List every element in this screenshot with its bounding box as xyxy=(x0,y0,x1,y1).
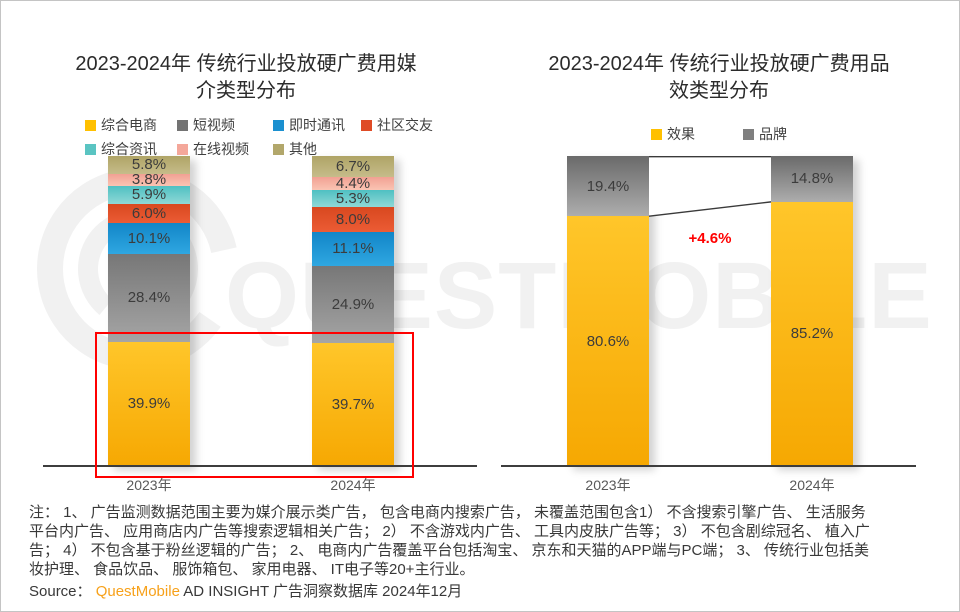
segment-value-label: 10.1% xyxy=(127,229,171,247)
source-line: Source： QuestMobile AD INSIGHT 广告洞察数据库 2… xyxy=(29,580,462,601)
legend-item-综合资讯: 综合资讯 xyxy=(85,139,177,159)
stacked-bar-2024年: 14.8% 85.2% xyxy=(771,156,853,466)
segment-其他: 6.7% xyxy=(312,156,394,177)
segment-效果: 85.2% xyxy=(771,201,853,466)
legend-item-短视频: 短视频 xyxy=(177,115,273,135)
segment-品牌: 14.8% xyxy=(771,156,853,202)
legend-label: 其他 xyxy=(289,141,317,157)
source-brand: QuestMobile xyxy=(95,583,180,600)
legend-item-其他: 其他 xyxy=(273,139,361,159)
growth-annotation: +4.6% xyxy=(688,230,732,247)
stacked-bar-2024年: 6.7% 4.4% 5.3% 8.0% 11.1% 24.9% 39.7% xyxy=(312,156,394,467)
segment-品牌: 19.4% xyxy=(567,156,649,217)
legend-item-效果: 效果 xyxy=(651,124,695,144)
legend-swatch xyxy=(273,143,284,155)
left-chart-title: 2023-2024年 传统行业投放硬广费用媒 介类型分布 xyxy=(31,51,461,105)
segment-综合资讯: 5.3% xyxy=(312,190,394,208)
segment-value-label: 3.8% xyxy=(131,171,167,189)
legend-label: 即时通讯 xyxy=(289,117,345,133)
left-chart-category-label-2024: 2024年 xyxy=(330,477,376,493)
legend-item-综合电商: 综合电商 xyxy=(85,115,177,135)
left-chart-title-line2: 介类型分布 xyxy=(196,80,296,102)
right-chart-title-line1: 2023-2024年 传统行业投放硬广费用品 xyxy=(548,53,890,75)
segment-效果: 80.6% xyxy=(567,216,649,466)
left-chart-legend: 综合电商 短视频 即时通讯 社区交友综合资讯 在线视频 其他 xyxy=(85,115,433,159)
source-rest: AD INSIGHT 广告洞察数据库 2024年12月 xyxy=(183,583,463,600)
left-chart-title-line1: 2023-2024年 传统行业投放硬广费用媒 xyxy=(75,53,417,75)
connector-area xyxy=(649,156,771,217)
segment-value-label: 5.8% xyxy=(131,156,167,174)
right-chart-title-line2: 效类型分布 xyxy=(669,80,769,102)
segment-value-label: 28.4% xyxy=(127,289,171,307)
segment-value-label: 4.4% xyxy=(335,175,371,193)
segment-其他: 5.8% xyxy=(108,156,190,174)
segment-value-label: 19.4% xyxy=(586,177,630,195)
right-chart-category-label-2023: 2023年 xyxy=(585,477,631,493)
right-chart-legend: 效果 品牌 xyxy=(499,124,939,144)
legend-label: 综合资讯 xyxy=(101,141,157,157)
segment-综合电商: 39.7% xyxy=(312,343,394,467)
legend-label: 效果 xyxy=(667,126,695,142)
footnote-line-4: 妆护理、 食品饮品、 服饰箱包、 家用电器、 IT电子等20+主行业。 xyxy=(29,561,475,578)
footnote: 注： 1、 广告监测数据范围主要为媒介展示类广告， 包含电商内搜索广告， 未覆盖… xyxy=(29,503,941,579)
legend-label: 社区交友 xyxy=(377,117,433,133)
segment-value-label: 80.6% xyxy=(586,332,630,350)
legend-item-品牌: 品牌 xyxy=(743,124,787,144)
legend-swatch xyxy=(651,128,662,140)
source-prefix: Source： xyxy=(29,583,92,600)
legend-item-即时通讯: 即时通讯 xyxy=(273,115,361,135)
segment-即时通讯: 10.1% xyxy=(108,222,190,254)
segment-社区交友: 6.0% xyxy=(108,204,190,223)
segment-value-label: 6.7% xyxy=(335,157,371,175)
segment-value-label: 14.8% xyxy=(790,170,834,188)
legend-label: 品牌 xyxy=(759,126,787,142)
segment-短视频: 24.9% xyxy=(312,266,394,344)
segment-value-label: 6.0% xyxy=(131,204,167,222)
stacked-bar-2023年: 5.8% 3.8% 5.9% 6.0% 10.1% 28.4% 39.9% xyxy=(108,156,190,466)
footnote-line-3: 告； 4） 不包含基于粉丝逻辑的广告； 2、 电商内广告覆盖平台包括淘宝、 京东… xyxy=(29,542,870,559)
legend-label: 短视频 xyxy=(193,117,235,133)
highlight-box xyxy=(95,332,414,478)
legend-item-社区交友: 社区交友 xyxy=(361,115,433,135)
segment-社区交友: 8.0% xyxy=(312,206,394,232)
segment-在线视频: 3.8% xyxy=(108,171,190,189)
segment-value-label: 11.1% xyxy=(332,240,374,258)
segment-value-label: 5.3% xyxy=(335,190,371,208)
segment-value-label: 24.9% xyxy=(331,296,375,314)
left-chart-x-axis xyxy=(43,465,477,467)
legend-swatch xyxy=(273,119,284,131)
left-chart-category-label-2023: 2023年 xyxy=(126,477,172,493)
footnote-line-2: 平台内广告、 应用商店内广告等搜索逻辑相关广告； 2） 不含游戏内广告、 工具内… xyxy=(29,523,870,540)
segment-综合资讯: 5.9% xyxy=(108,185,190,205)
stacked-bar-2023年: 19.4% 80.6% xyxy=(567,156,649,466)
legend-swatch xyxy=(743,128,754,140)
segment-value-label: 85.2% xyxy=(790,325,834,343)
segment-value-label: 39.9% xyxy=(127,395,171,413)
legend-swatch xyxy=(177,119,188,131)
segment-综合电商: 39.9% xyxy=(108,341,190,466)
legend-label: 在线视频 xyxy=(193,141,249,157)
legend-swatch xyxy=(85,143,96,155)
segment-即时通讯: 11.1% xyxy=(312,231,394,267)
connector-diagonal-line xyxy=(648,201,772,217)
legend-item-在线视频: 在线视频 xyxy=(177,139,273,159)
segment-value-label: 5.9% xyxy=(131,186,167,204)
footnote-line-1: 注： 1、 广告监测数据范围主要为媒介展示类广告， 包含电商内搜索广告， 未覆盖… xyxy=(29,504,866,521)
segment-value-label: 39.7% xyxy=(331,396,375,414)
legend-swatch xyxy=(361,119,372,131)
segment-value-label: 8.0% xyxy=(335,210,371,228)
legend-swatch xyxy=(177,143,188,155)
right-chart-title: 2023-2024年 传统行业投放硬广费用品 效类型分布 xyxy=(499,51,939,105)
legend-label: 综合电商 xyxy=(101,117,157,133)
right-chart-x-axis xyxy=(501,465,916,467)
legend-swatch xyxy=(85,119,96,131)
segment-短视频: 28.4% xyxy=(108,253,190,342)
right-chart-category-label-2024: 2024年 xyxy=(789,477,835,493)
segment-在线视频: 4.4% xyxy=(312,175,394,193)
